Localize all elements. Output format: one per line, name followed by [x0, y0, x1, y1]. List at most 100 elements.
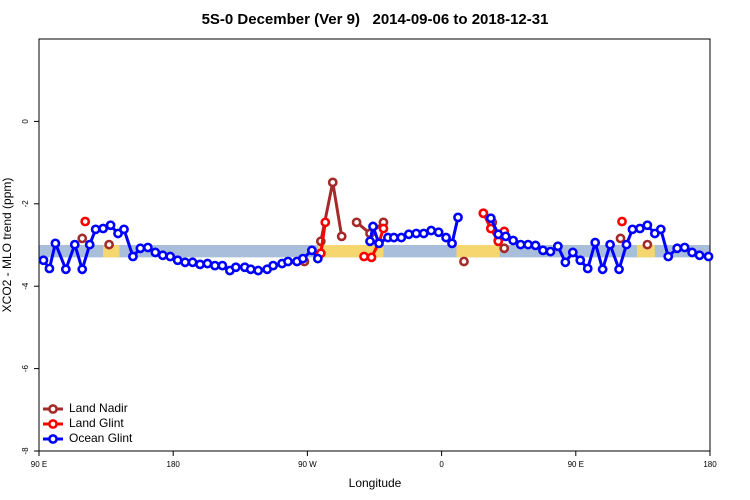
y-tick-label: -4 — [21, 282, 30, 290]
point — [459, 256, 469, 267]
point — [655, 224, 666, 235]
point — [614, 264, 624, 275]
point — [359, 251, 369, 262]
point — [515, 239, 526, 250]
point — [135, 243, 146, 254]
point — [642, 239, 653, 250]
point — [142, 242, 153, 253]
point — [253, 265, 264, 276]
point — [180, 257, 191, 268]
point — [411, 228, 422, 239]
x-axis-label: Longitude — [349, 476, 402, 490]
plot-frame — [38, 38, 711, 452]
land-segment — [456, 245, 500, 258]
point — [672, 243, 683, 254]
point — [582, 263, 593, 274]
point — [365, 236, 375, 247]
x-tick-label: 90 W — [298, 460, 317, 469]
x-tick-label: 180 — [703, 460, 717, 469]
point — [621, 239, 632, 250]
point — [268, 260, 279, 271]
y-axis-label: XCO2 - MLO trend (ppm) — [0, 178, 14, 313]
point — [150, 247, 161, 258]
y-tick-label: -6 — [21, 364, 30, 372]
point — [44, 263, 55, 274]
point — [217, 260, 228, 271]
legend-marker — [48, 404, 58, 414]
legend-label: Land Nadir — [69, 401, 128, 415]
point — [635, 223, 645, 234]
legend-label: Ocean Glint — [69, 431, 133, 445]
point — [615, 233, 626, 244]
point — [627, 224, 638, 235]
point — [84, 239, 95, 250]
point — [403, 229, 414, 240]
point — [165, 251, 176, 262]
point — [441, 232, 451, 243]
point — [210, 260, 220, 271]
point — [523, 239, 533, 250]
point — [202, 258, 213, 269]
point — [530, 240, 541, 251]
x-tick-label: 0 — [439, 460, 444, 469]
point — [485, 213, 496, 224]
point — [50, 238, 61, 249]
point — [80, 216, 91, 227]
point — [105, 220, 116, 231]
point — [195, 259, 205, 270]
point — [694, 250, 705, 261]
point — [368, 221, 378, 232]
point — [38, 255, 49, 266]
point — [617, 216, 627, 227]
point — [590, 237, 601, 248]
point — [230, 262, 241, 273]
point — [605, 239, 615, 250]
point — [187, 257, 198, 268]
point — [245, 264, 256, 275]
point — [327, 177, 338, 188]
point — [493, 229, 504, 240]
point — [128, 251, 138, 262]
legend-marker — [48, 434, 58, 444]
point — [336, 231, 347, 242]
point — [703, 251, 714, 262]
point — [283, 256, 293, 267]
point — [306, 245, 317, 256]
y-tick-label: -2 — [21, 200, 30, 208]
point — [508, 235, 519, 246]
point — [157, 250, 168, 261]
point — [388, 232, 399, 243]
y-tick-label: -8 — [21, 447, 30, 455]
point — [426, 225, 437, 236]
point — [687, 247, 698, 258]
point — [433, 227, 444, 238]
point — [597, 264, 608, 275]
point — [545, 246, 556, 257]
point — [104, 239, 114, 250]
point — [567, 247, 578, 258]
point — [98, 223, 109, 234]
point — [418, 228, 429, 239]
point — [90, 224, 101, 235]
point — [60, 264, 71, 275]
point — [119, 224, 129, 235]
point — [172, 255, 183, 266]
point — [312, 253, 323, 264]
point — [560, 257, 571, 268]
point — [538, 245, 548, 256]
chart-title: 5S-0 December (Ver 9) 2014-09-06 to 2018… — [202, 11, 549, 28]
point — [315, 236, 326, 247]
point — [575, 255, 586, 266]
point — [77, 233, 88, 244]
point — [499, 243, 510, 254]
point — [447, 238, 457, 249]
point — [553, 241, 563, 252]
legend-label: Land Glint — [69, 416, 124, 430]
point — [374, 238, 384, 249]
x-tick-label: 90 E — [568, 460, 584, 469]
point — [642, 220, 653, 231]
y-tick-label: 0 — [21, 119, 30, 124]
point — [679, 242, 690, 253]
